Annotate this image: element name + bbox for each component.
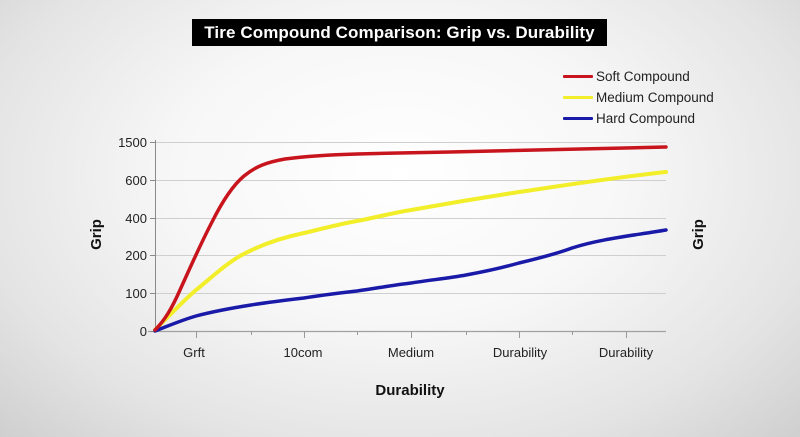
y-tick-label: 1500 xyxy=(118,135,147,150)
y-tick-label: 0 xyxy=(139,324,147,339)
legend-item-soft: Soft Compound xyxy=(563,66,714,87)
y-tick-label: 600 xyxy=(125,173,147,188)
legend-label-soft: Soft Compound xyxy=(596,69,690,84)
y-tick-label: 400 xyxy=(125,211,147,226)
series-line-medium xyxy=(153,170,668,332)
x-tick-label: Medium xyxy=(387,345,435,360)
legend-label-hard: Hard Compound xyxy=(596,111,696,126)
y-tick-label: 200 xyxy=(125,248,147,263)
x-tick-label: 10com xyxy=(283,345,323,360)
chart-title: Tire Compound Comparison: Grip vs. Durab… xyxy=(192,19,607,46)
x-ticks xyxy=(196,331,627,338)
x-tick-label: Durability xyxy=(598,345,654,360)
legend-item-hard: Hard Compound xyxy=(563,108,714,129)
medium-swatch-icon xyxy=(563,96,593,99)
soft-swatch-icon xyxy=(563,75,593,78)
hard-swatch-icon xyxy=(563,117,593,120)
legend: Soft Compound Medium Compound Hard Compo… xyxy=(563,66,714,129)
y-tick-label: 100 xyxy=(125,286,147,301)
x-tick-label: Durability xyxy=(492,345,548,360)
x-axis-label: Durability xyxy=(375,382,445,399)
series-line-hard xyxy=(153,228,668,333)
legend-label-medium: Medium Compound xyxy=(596,90,714,105)
gridlines xyxy=(155,142,666,294)
legend-item-medium: Medium Compound xyxy=(563,87,714,108)
series-line-soft xyxy=(153,145,668,332)
x-tick-label: Grft xyxy=(183,345,205,360)
y-axis-label-right: Grip xyxy=(689,219,707,250)
y-axis-label: Grip xyxy=(87,219,105,250)
